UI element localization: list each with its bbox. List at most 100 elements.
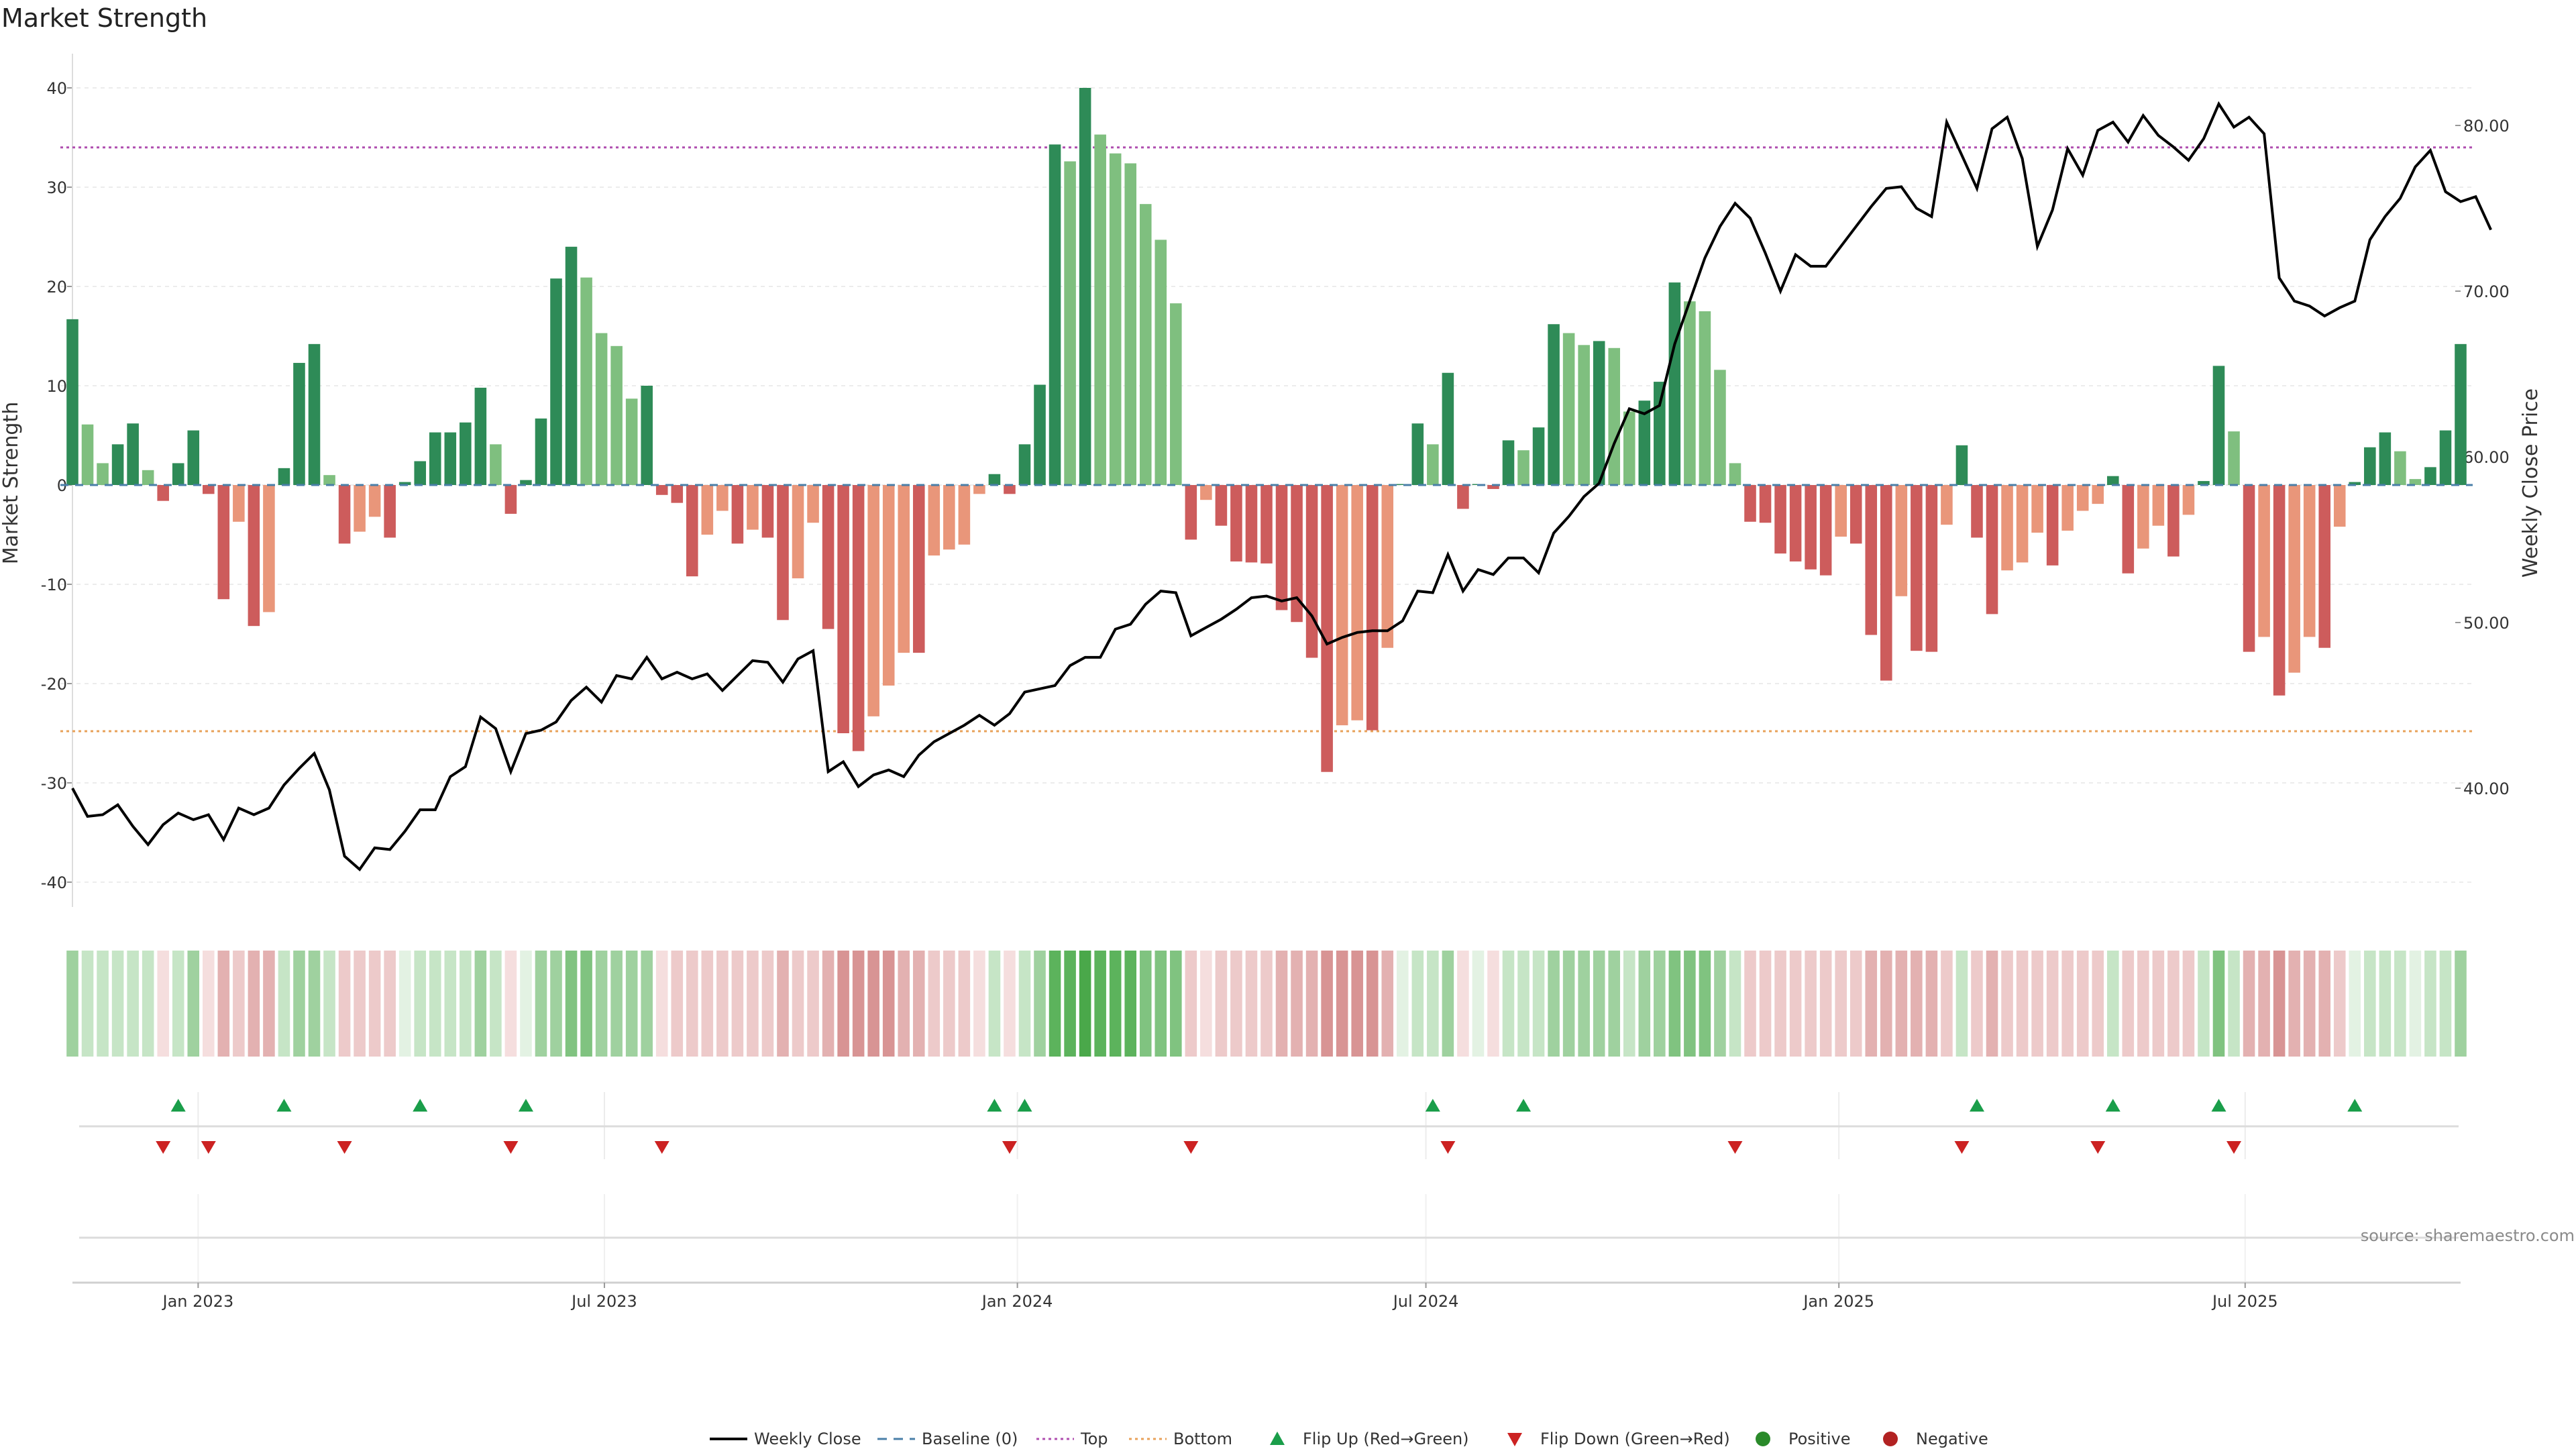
legend-swatch xyxy=(1270,1432,1285,1445)
heat-cell xyxy=(1230,951,1242,1057)
strength-bar xyxy=(338,485,351,544)
legend-label: Flip Down (Green→Red) xyxy=(1540,1430,1730,1448)
heat-cell xyxy=(928,951,941,1057)
strength-bar xyxy=(1578,345,1590,485)
strength-bar xyxy=(127,423,139,485)
heat-cell xyxy=(2061,951,2074,1057)
heat-cell xyxy=(2318,951,2331,1057)
heat-cell xyxy=(550,951,562,1057)
strength-bar xyxy=(1880,485,1892,681)
strength-bar xyxy=(1668,282,1681,485)
heat-cell xyxy=(504,951,517,1057)
heat-cell xyxy=(1941,951,1953,1057)
heat-cell xyxy=(202,951,215,1057)
heat-cell xyxy=(2076,951,2089,1057)
strength-bar xyxy=(852,485,865,751)
y-tick-label: 10 xyxy=(46,377,67,396)
strength-bar xyxy=(157,485,169,501)
strength-bar xyxy=(1124,163,1137,486)
strength-bar xyxy=(2001,485,2013,571)
heat-cell xyxy=(248,951,260,1057)
heat-cell xyxy=(354,951,366,1057)
strength-bar xyxy=(1548,324,1560,485)
y-tick-label: 30 xyxy=(46,178,67,197)
heat-cell xyxy=(1986,951,1998,1057)
strength-bar xyxy=(1411,423,1424,485)
x-tick-label: Jul 2025 xyxy=(2211,1292,2278,1311)
strength-bar xyxy=(1155,239,1167,485)
flip-down-marker xyxy=(201,1141,216,1154)
heat-cell xyxy=(1170,951,1182,1057)
heat-cell xyxy=(731,951,744,1057)
heat-cell xyxy=(2152,951,2165,1057)
heat-cell xyxy=(97,951,109,1057)
strength-bar xyxy=(2243,485,2255,652)
strength-bar xyxy=(414,461,427,485)
heat-cell xyxy=(2349,951,2361,1057)
strength-bar xyxy=(293,362,305,485)
strength-bar xyxy=(1925,485,1938,652)
strength-bar xyxy=(1684,301,1696,485)
heat-cell xyxy=(2122,951,2135,1057)
heat-cell xyxy=(943,951,955,1057)
strength-bar xyxy=(2198,481,2210,485)
heat-cell xyxy=(1442,951,1454,1057)
heat-cell xyxy=(1079,951,1091,1057)
strength-bar xyxy=(248,485,260,627)
strength-bar xyxy=(898,485,910,653)
strength-bar xyxy=(2167,485,2180,557)
heat-cell xyxy=(1049,951,1061,1057)
strength-bar xyxy=(142,470,154,485)
flip-up-marker xyxy=(276,1099,292,1112)
heat-cell xyxy=(1714,951,1726,1057)
legend-item-top: Top xyxy=(1036,1430,1108,1448)
y2-tick-label: 70.00 xyxy=(2463,282,2510,301)
heat-cell xyxy=(2288,951,2300,1057)
legend-item-price: Weekly Close xyxy=(710,1430,861,1448)
heat-cell xyxy=(1532,951,1545,1057)
strength-bar xyxy=(1139,204,1152,485)
heat-cell xyxy=(1291,951,1303,1057)
strength-bar xyxy=(1366,485,1379,731)
strength-bar xyxy=(1185,485,1197,540)
heat-cell xyxy=(81,951,94,1057)
heat-cell xyxy=(1608,951,1621,1057)
heat-cell xyxy=(1245,951,1258,1057)
heat-cell xyxy=(1789,951,1802,1057)
heat-cell xyxy=(429,951,441,1057)
heat-cell xyxy=(1880,951,1892,1057)
strength-bar xyxy=(1094,134,1106,485)
y-tick-label: -40 xyxy=(41,873,67,892)
legend-item-flip_up: Flip Up (Red→Green) xyxy=(1270,1430,1469,1448)
heat-cell xyxy=(535,951,547,1057)
strength-bar xyxy=(2333,485,2346,527)
heat-cell xyxy=(278,951,290,1057)
strength-bar xyxy=(777,485,789,621)
strength-bar xyxy=(1971,485,1983,538)
strength-bar xyxy=(474,387,487,485)
heat-cell xyxy=(1849,951,1862,1057)
strength-bar xyxy=(444,432,457,485)
strength-bar xyxy=(520,480,532,485)
heat-cell xyxy=(2364,951,2376,1057)
heat-cell xyxy=(1064,951,1076,1057)
strength-bar xyxy=(2409,479,2422,485)
right-axis-ticks: 40.00 50.00 60.00 70.00 80.00 xyxy=(2455,117,2510,798)
strength-bar xyxy=(1381,485,1394,648)
legend-label: Top xyxy=(1080,1430,1108,1448)
heat-cell xyxy=(1759,951,1772,1057)
y-tick-label: -30 xyxy=(41,774,67,793)
strength-bar xyxy=(1442,372,1454,485)
heat-cell xyxy=(625,951,638,1057)
flip-down-marker xyxy=(156,1141,171,1154)
heat-cell xyxy=(2439,951,2452,1057)
heat-cell xyxy=(2031,951,2043,1057)
heat-cell xyxy=(716,951,729,1057)
strength-bar xyxy=(1396,484,1409,485)
strength-bar xyxy=(1835,485,1847,537)
strength-bar xyxy=(1895,485,1908,596)
heat-cell xyxy=(1155,951,1167,1057)
heat-cell xyxy=(127,951,139,1057)
strength-bar xyxy=(504,485,517,514)
heat-cell xyxy=(973,951,985,1057)
